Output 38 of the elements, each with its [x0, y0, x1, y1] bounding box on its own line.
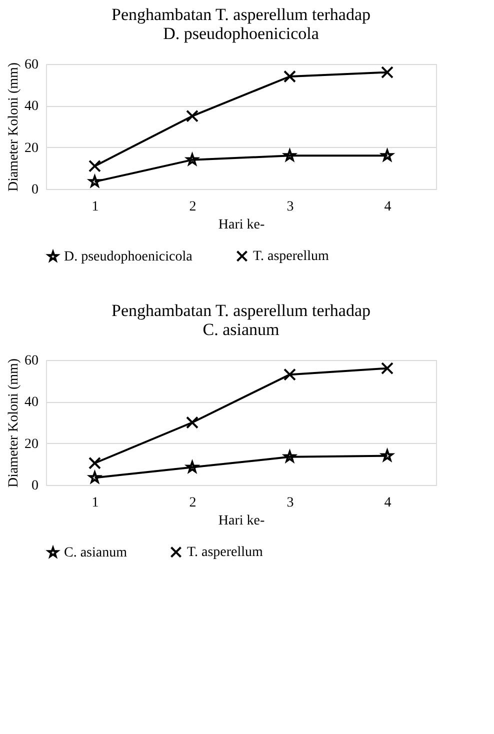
chart-title: Penghambatan T. asperellum terhadap C. asianum — [111, 301, 371, 339]
y-tick-label: 40 — [24, 395, 38, 410]
x-tick-label: 1 — [92, 200, 99, 214]
legend-label: D. pseudophoenicicola — [64, 250, 194, 265]
point — [186, 416, 198, 429]
point — [88, 471, 101, 483]
y-tick-label: 0 — [32, 478, 38, 494]
y-tick-label: 40 — [24, 99, 38, 114]
y-axis-title: Diameter Koloni (mm) — [6, 62, 22, 192]
x-tick-label: 2 — [189, 200, 196, 214]
x-tick-label: 2 — [189, 496, 196, 510]
point — [88, 160, 101, 172]
point — [88, 456, 101, 470]
x-tick-label: 4 — [384, 496, 392, 510]
point — [284, 368, 296, 381]
x-axis-title: Hari ke- — [218, 514, 265, 528]
legend-label: T. asperellum — [187, 545, 264, 560]
y-tick-label: 0 — [32, 182, 38, 198]
point — [186, 110, 198, 122]
legend-label: T. asperellum — [253, 249, 330, 264]
point — [88, 175, 101, 187]
y-tick-label: 60 — [24, 58, 38, 72]
x-tick-label: 1 — [92, 496, 99, 510]
x-tick-label: 3 — [286, 200, 294, 214]
y-axis-title: Diameter Koloni (mm) — [6, 358, 22, 488]
y-tick-label: 20 — [24, 436, 38, 452]
legend-label: C. asianum — [64, 546, 128, 561]
x-tick-label: 3 — [286, 496, 294, 510]
y-tick-label: 60 — [24, 354, 38, 368]
x-tick-label: 4 — [384, 200, 392, 214]
point — [284, 149, 296, 161]
y-tick-label: 20 — [24, 140, 38, 156]
point — [381, 66, 394, 79]
point — [381, 149, 394, 161]
point — [381, 362, 394, 375]
point — [284, 70, 296, 83]
x-axis-title: Hari ke- — [218, 218, 265, 232]
chart-title: Penghambatan T. asperellum terhadap D. pseudophoenicicola — [111, 5, 371, 43]
